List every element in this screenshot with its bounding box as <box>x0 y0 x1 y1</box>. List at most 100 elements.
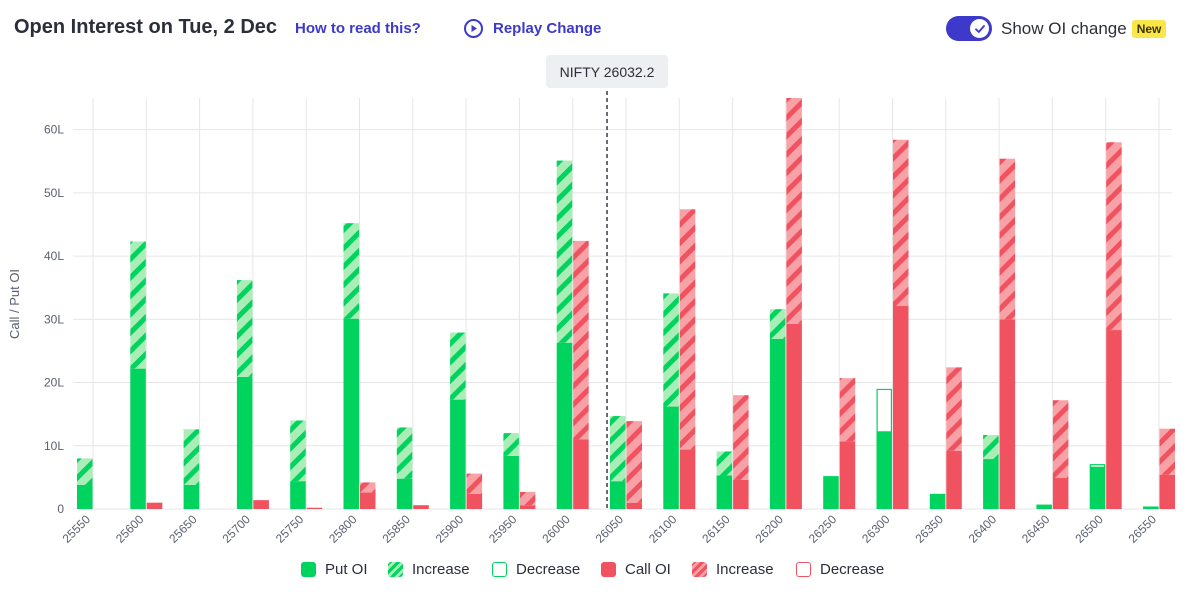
legend-label: Call OI <box>625 561 671 578</box>
call-oi-bar <box>360 492 376 509</box>
show-oi-change-toggle[interactable] <box>946 16 992 41</box>
put-increase-bar <box>343 223 359 319</box>
x-tick-label: 26300 <box>859 512 893 546</box>
legend-label: Decrease <box>516 561 581 578</box>
put-oi-bar <box>183 484 200 509</box>
y-tick-label: 50L <box>44 186 64 200</box>
put-oi-bar <box>343 318 359 509</box>
put-increase-bar <box>556 160 573 343</box>
legend-item-call-decrease[interactable]: Decrease <box>796 561 884 578</box>
spot-layer: NIFTY 26032.2 <box>546 55 669 509</box>
play-circle-icon <box>464 19 483 38</box>
call-increase-bar <box>839 378 856 442</box>
call-increase-bar <box>893 139 909 307</box>
chart-header: Open Interest on Tue, 2 Dec How to read … <box>0 0 1187 58</box>
put-oi-bar <box>77 484 93 509</box>
x-tick-label: 26050 <box>593 512 627 546</box>
x-tick-label: 25950 <box>486 512 520 546</box>
legend-label: Decrease <box>820 561 885 578</box>
legend-item-call-increase[interactable]: Increase <box>692 561 774 578</box>
put-increase-bar <box>716 451 733 476</box>
chart-legend: Put OI Increase Decrease Call OI Increase Dec… <box>0 561 1187 583</box>
put-increase-bar <box>503 433 519 456</box>
put-oi-bar <box>290 481 306 509</box>
legend-item-put-oi[interactable]: Put OI <box>301 561 368 578</box>
legend-swatch <box>601 562 616 577</box>
call-oi-bar <box>253 500 269 509</box>
call-oi-bar <box>626 502 642 509</box>
put-oi-bar <box>769 338 786 509</box>
call-oi-bar <box>306 507 323 509</box>
x-tick-label: 26150 <box>699 512 733 546</box>
y-tick-label: 40L <box>44 249 64 263</box>
call-increase-bar <box>1106 142 1122 331</box>
put-increase-bar <box>130 241 146 369</box>
how-to-read-link[interactable]: How to read this? <box>295 20 421 37</box>
put-increase-bar <box>610 416 626 482</box>
legend-label: Increase <box>716 561 774 578</box>
replay-change-button[interactable]: Replay Change <box>463 18 601 39</box>
call-increase-bar <box>679 209 696 450</box>
oi-change-toggle-group: Show OI change New <box>946 16 1167 41</box>
legend-label: Put OI <box>325 561 368 578</box>
put-increase-bar <box>236 280 253 377</box>
call-increase-bar <box>786 98 802 324</box>
legend-item-put-decrease[interactable]: Decrease <box>492 561 580 578</box>
call-oi-bar <box>1159 474 1175 509</box>
check-icon <box>974 24 985 33</box>
x-tick-label: 25700 <box>220 512 254 546</box>
spot-price-label-box <box>546 55 669 88</box>
legend-swatch <box>692 562 707 577</box>
call-oi-bar <box>999 319 1016 509</box>
put-oi-bar <box>929 493 946 509</box>
put-increase-bar <box>983 435 999 460</box>
legend-swatch <box>388 562 403 577</box>
legend-item-put-increase[interactable]: Increase <box>388 561 470 578</box>
x-tick-label: 26250 <box>806 512 840 546</box>
put-decrease-bar <box>876 388 892 433</box>
x-tick-label: 25850 <box>379 512 413 546</box>
put-oi-bar <box>236 376 253 509</box>
call-increase-bar <box>360 482 376 493</box>
bars-layer <box>77 98 1175 509</box>
put-increase-bar <box>396 427 413 479</box>
x-tick-label: 25600 <box>113 512 147 546</box>
call-increase-bar <box>733 395 749 480</box>
call-oi-bar <box>786 323 802 509</box>
x-tick-label: 26500 <box>1072 512 1106 546</box>
page-title: Open Interest on Tue, 2 Dec <box>14 16 278 38</box>
y-axis-label: Call / Put OI <box>7 269 22 339</box>
call-oi-bar <box>1052 478 1069 509</box>
call-increase-bar <box>519 491 536 506</box>
spot-price-label: NIFTY 26032.2 <box>560 64 655 80</box>
y-tick-label: 20L <box>44 376 64 390</box>
call-oi-bar <box>519 505 536 509</box>
put-oi-bar <box>823 476 839 509</box>
x-tick-label: 25900 <box>433 512 467 546</box>
call-increase-bar <box>466 473 483 494</box>
call-increase-bar <box>1052 400 1069 479</box>
call-oi-bar <box>679 449 696 509</box>
call-oi-bar <box>146 502 163 509</box>
call-oi-bar <box>413 505 429 509</box>
legend-item-call-oi[interactable]: Call OI <box>601 561 671 578</box>
put-decrease-bar <box>1089 464 1106 468</box>
put-oi-bar <box>396 478 413 509</box>
call-increase-bar <box>999 158 1016 320</box>
legend-swatch <box>796 562 811 577</box>
put-oi-bar <box>503 455 519 509</box>
call-increase-bar <box>1159 428 1175 475</box>
call-increase-bar <box>946 367 962 451</box>
put-increase-bar <box>77 458 93 485</box>
call-oi-bar <box>946 450 962 509</box>
put-oi-bar <box>610 481 626 509</box>
y-tick-label: 60L <box>44 123 64 137</box>
put-oi-bar <box>1036 504 1052 509</box>
call-oi-bar <box>1106 330 1122 509</box>
grid-layer <box>73 98 1172 510</box>
x-tick-label: 25550 <box>60 512 94 546</box>
call-increase-bar <box>626 421 642 503</box>
put-oi-bar <box>663 406 679 509</box>
x-tick-label: 25800 <box>326 512 360 546</box>
y-tick-label: 30L <box>44 312 64 326</box>
